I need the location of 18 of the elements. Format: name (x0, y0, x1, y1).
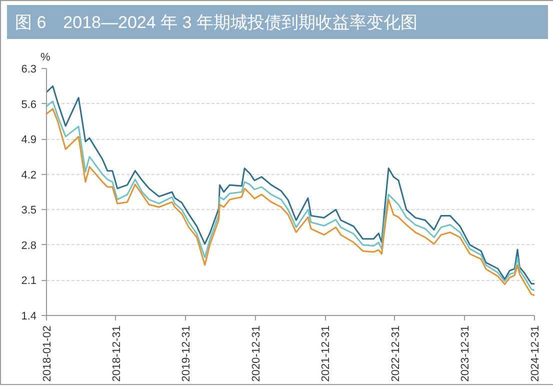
x-tick-label: 2023-12-31 (460, 325, 472, 382)
x-tick-label: 2019-12-31 (180, 325, 193, 382)
y-tick-label: 2.8 (21, 240, 37, 252)
chart-title: 图 6 2018—2024 年 3 年期城投债到期收益率变化图 (15, 12, 418, 34)
x-tick-label: 2021-12-31 (320, 325, 332, 382)
y-tick-label: 4.9 (21, 134, 37, 146)
y-tick-label: 4.2 (21, 169, 37, 182)
y-tick-label: 2.1 (21, 275, 37, 288)
x-tick-label: 2018-01-02 (42, 325, 54, 382)
y-axis-title: % (40, 52, 50, 64)
y-tick-label: 1.4 (21, 310, 37, 322)
y-tick-label: 6.3 (21, 64, 37, 76)
x-tick-label: 2018-12-31 (110, 325, 123, 382)
x-tick-label: 2022-12-31 (390, 325, 402, 382)
y-tick-label: 3.5 (21, 204, 37, 217)
y-tick-label: 5.6 (21, 98, 37, 111)
x-tick-label: 2020-12-31 (250, 325, 262, 382)
x-tick-label: 2024-12-31 (530, 325, 542, 382)
